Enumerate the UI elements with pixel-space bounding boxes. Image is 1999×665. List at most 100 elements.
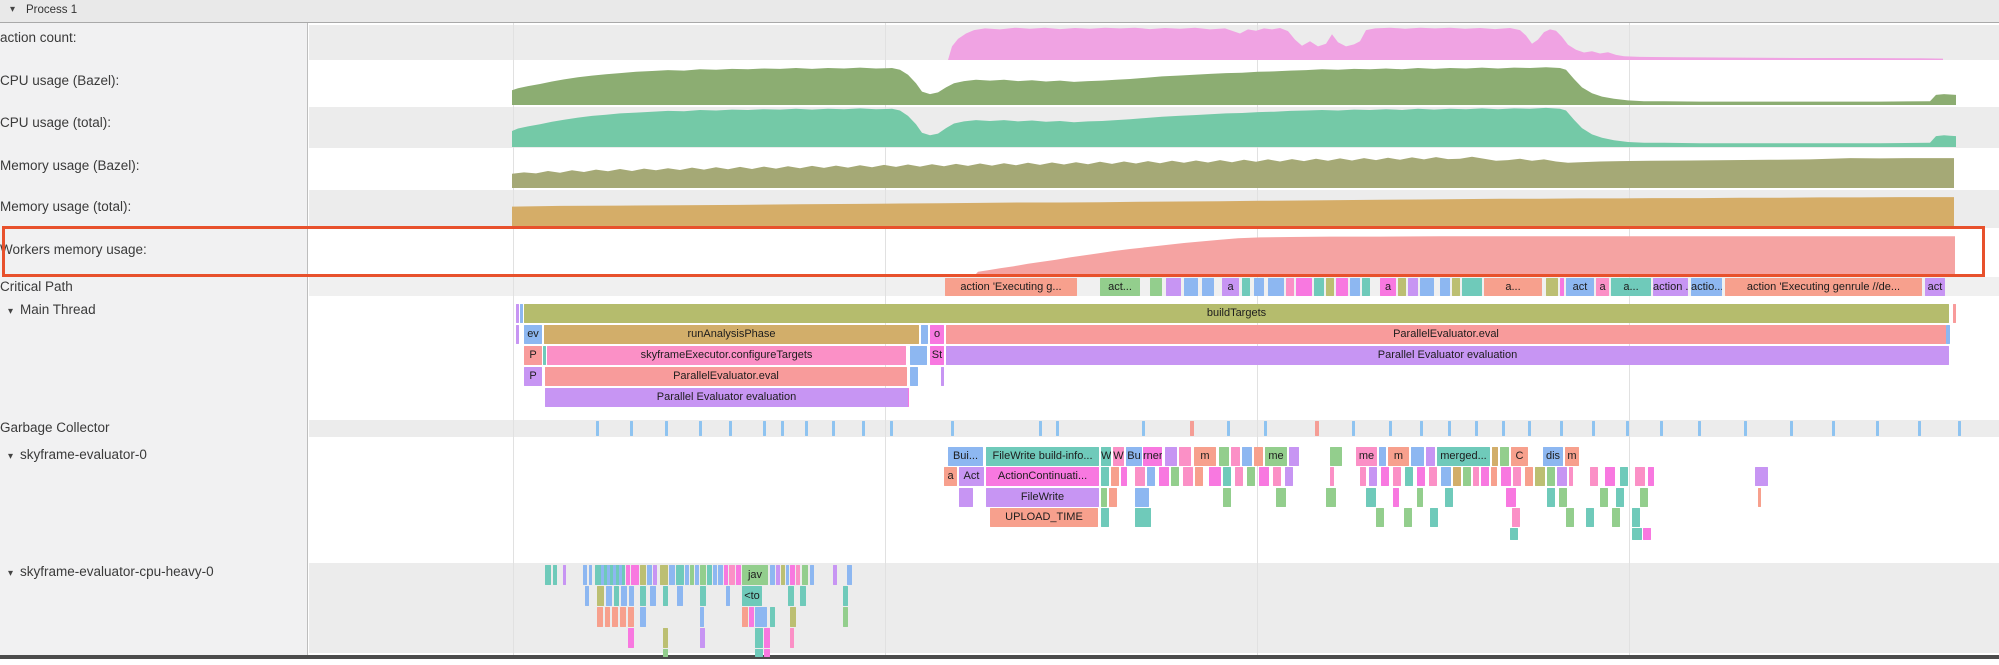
skyframe-evaluator-0-row-2-slice[interactable] — [1648, 467, 1654, 486]
skyframe-evaluator-cpu-heavy-0-row-1-slice[interactable] — [647, 565, 652, 585]
skyframe-evaluator-cpu-heavy-0-row-1-slice[interactable] — [607, 565, 610, 585]
critical-path-slice[interactable] — [1286, 278, 1294, 296]
garbage-collector-ticks-slice[interactable] — [890, 421, 893, 436]
skyframe-evaluator-0-row-3-slice[interactable] — [1223, 488, 1231, 507]
skyframe-evaluator-0-row-2-slice[interactable] — [1369, 467, 1377, 486]
skyframe-evaluator-0-row-2-slice[interactable] — [1183, 467, 1193, 486]
skyframe-evaluator-0-row-4-slice[interactable] — [1430, 508, 1438, 527]
skyframe-evaluator-0-row-3-slice[interactable] — [1135, 488, 1149, 507]
skyframe-evaluator-0-row-2-slice[interactable] — [1605, 467, 1615, 486]
main-thread-row-3-slice[interactable] — [543, 346, 546, 365]
critical-path-slice[interactable] — [1184, 278, 1198, 296]
garbage-collector-ticks-slice[interactable] — [1918, 421, 1921, 436]
skyframe-evaluator-cpu-heavy-0-row-1-slice[interactable] — [770, 565, 775, 585]
main-thread-row-2-slice[interactable]: ev — [524, 325, 542, 344]
skyframe-evaluator-0-row-1-slice[interactable]: merged... — [1437, 447, 1490, 466]
critical-path-slice[interactable]: action 'Executing g... — [945, 278, 1077, 296]
skyframe-evaluator-cpu-heavy-0-row-1-slice[interactable] — [724, 565, 728, 585]
skyframe-evaluator-0-row-2-slice[interactable] — [1235, 467, 1243, 486]
skyframe-evaluator-0-row-3-slice[interactable] — [1366, 488, 1376, 507]
skyframe-evaluator-cpu-heavy-0-row-1-slice[interactable] — [786, 565, 789, 585]
main-thread-row-5-slice[interactable]: Parallel Evaluator evaluation — [545, 388, 908, 407]
skyframe-evaluator-0-row-2-slice[interactable] — [1590, 467, 1598, 486]
skyframe-evaluator-0-row-1-slice[interactable] — [1330, 447, 1342, 466]
row-label-mem-total[interactable]: Memory usage (total): — [0, 198, 131, 216]
skyframe-evaluator-cpu-heavy-0-row-3-slice[interactable] — [755, 607, 767, 627]
skyframe-evaluator-0-row-5-slice[interactable] — [1632, 528, 1642, 540]
critical-path-slice[interactable] — [1296, 278, 1312, 296]
skyframe-evaluator-cpu-heavy-0-row-2-slice[interactable] — [650, 586, 656, 606]
skyframe-evaluator-cpu-heavy-0-row-1-slice[interactable] — [583, 565, 587, 585]
garbage-collector-ticks-slice[interactable] — [1389, 421, 1392, 436]
critical-path-slice[interactable] — [1268, 278, 1284, 296]
skyframe-evaluator-cpu-heavy-0-row-2-slice[interactable] — [677, 586, 683, 606]
skyframe-evaluator-cpu-heavy-0-row-3-slice[interactable] — [749, 607, 754, 627]
critical-path-slice[interactable] — [1560, 278, 1564, 296]
row-label-garbage-collector[interactable]: Garbage Collector — [0, 419, 110, 437]
critical-path-slice[interactable] — [1166, 278, 1181, 296]
collapse-triangle-icon[interactable]: ▾ — [8, 568, 14, 579]
garbage-collector-ticks-slice[interactable] — [805, 421, 808, 436]
garbage-collector-ticks-slice[interactable] — [951, 421, 954, 436]
garbage-collector-ticks-slice[interactable] — [763, 421, 766, 436]
garbage-collector-ticks-slice[interactable] — [1448, 421, 1451, 436]
skyframe-evaluator-0-row-2-slice[interactable]: ActionContinuati... — [986, 467, 1099, 486]
skyframe-evaluator-0-row-3-slice[interactable] — [1101, 488, 1107, 507]
skyframe-evaluator-0-row-1-slice[interactable]: Bui... — [948, 447, 983, 466]
skyframe-evaluator-cpu-heavy-0-row-1-slice[interactable] — [545, 565, 551, 585]
skyframe-evaluator-cpu-heavy-0-row-1-slice[interactable] — [736, 565, 741, 585]
skyframe-evaluator-cpu-heavy-0-row-1-slice[interactable] — [619, 565, 622, 585]
skyframe-evaluator-0-row-1-slice[interactable]: m — [1565, 447, 1579, 466]
skyframe-evaluator-cpu-heavy-0-row-2-slice[interactable] — [726, 586, 730, 606]
skyframe-evaluator-cpu-heavy-0-row-3-slice[interactable] — [790, 607, 796, 627]
skyframe-evaluator-0-row-2-slice[interactable] — [1259, 467, 1269, 486]
chart-mem-bazel[interactable] — [512, 156, 1954, 188]
skyframe-evaluator-cpu-heavy-0-row-2-slice[interactable] — [585, 586, 589, 606]
main-thread-row-1-slice[interactable]: buildTargets — [524, 304, 1949, 323]
main-thread-row-2-slice[interactable]: o — [930, 325, 944, 344]
skyframe-evaluator-cpu-heavy-0-row-5-slice[interactable] — [755, 649, 763, 657]
skyframe-evaluator-cpu-heavy-0-row-2-slice[interactable] — [621, 586, 627, 606]
skyframe-evaluator-0-row-2-slice[interactable] — [1135, 467, 1145, 486]
garbage-collector-ticks-slice[interactable] — [1592, 421, 1595, 436]
skyframe-evaluator-0-row-1-slice[interactable]: W — [1113, 447, 1124, 466]
row-label-cpu-bazel[interactable]: CPU usage (Bazel): — [0, 72, 119, 90]
garbage-collector-ticks-slice[interactable] — [1698, 421, 1701, 436]
skyframe-evaluator-0-row-3-slice[interactable] — [1445, 488, 1453, 507]
skyframe-evaluator-cpu-heavy-0-row-1-slice[interactable] — [833, 565, 837, 585]
skyframe-evaluator-cpu-heavy-0-row-5-slice[interactable] — [663, 649, 668, 657]
skyframe-evaluator-cpu-heavy-0-row-2-slice[interactable] — [663, 586, 668, 606]
garbage-collector-ticks-slice[interactable] — [1832, 421, 1835, 436]
main-thread-row-3-slice[interactable]: P — [524, 346, 542, 365]
skyframe-evaluator-0-row-1-slice[interactable]: C — [1511, 447, 1528, 466]
main-thread-row-4-slice[interactable]: P — [524, 367, 542, 386]
critical-path-slice[interactable] — [1440, 278, 1450, 296]
skyframe-evaluator-cpu-heavy-0-row-3-slice[interactable] — [640, 607, 646, 627]
row-label-main-thread[interactable]: ▾ Main Thread — [8, 301, 96, 319]
skyframe-evaluator-0-row-1-slice[interactable] — [1254, 447, 1263, 466]
skyframe-evaluator-0-row-3-slice[interactable] — [1559, 488, 1567, 507]
skyframe-evaluator-cpu-heavy-0-row-4-slice[interactable] — [790, 628, 794, 648]
skyframe-evaluator-0-row-2-slice[interactable] — [1569, 467, 1573, 486]
garbage-collector-ticks-slice[interactable] — [596, 421, 599, 436]
skyframe-evaluator-0-row-2-slice[interactable] — [1501, 467, 1511, 486]
skyframe-evaluator-0-row-2-slice[interactable] — [1247, 467, 1255, 486]
critical-path-slice[interactable] — [1362, 278, 1370, 296]
skyframe-evaluator-cpu-heavy-0-row-1-slice[interactable] — [669, 565, 675, 585]
skyframe-evaluator-cpu-heavy-0-row-2-slice[interactable] — [606, 586, 612, 606]
critical-path-slice[interactable] — [1462, 278, 1482, 296]
row-label-action-count[interactable]: action count: — [0, 29, 77, 47]
garbage-collector-ticks-slice[interactable] — [1039, 421, 1042, 436]
skyframe-evaluator-cpu-heavy-0-row-1-slice[interactable] — [660, 565, 668, 585]
main-thread-row-3-slice[interactable] — [910, 346, 927, 365]
skyframe-evaluator-cpu-heavy-0-row-2-slice[interactable] — [788, 586, 794, 606]
row-label-skyframe-evaluator-0[interactable]: ▾ skyframe-evaluator-0 — [8, 446, 147, 464]
skyframe-evaluator-cpu-heavy-0-row-1-slice[interactable] — [685, 565, 689, 585]
critical-path-slice[interactable] — [1398, 278, 1406, 296]
skyframe-evaluator-0-row-3-slice[interactable] — [1600, 488, 1608, 507]
critical-path-slice[interactable]: act — [1925, 278, 1945, 296]
skyframe-evaluator-cpu-heavy-0-row-2-slice[interactable]: <to — [742, 586, 762, 606]
skyframe-evaluator-cpu-heavy-0-row-1-slice[interactable] — [613, 565, 616, 585]
skyframe-evaluator-0-row-1-slice[interactable]: me — [1265, 447, 1287, 466]
skyframe-evaluator-0-row-2-slice[interactable] — [1159, 467, 1169, 486]
